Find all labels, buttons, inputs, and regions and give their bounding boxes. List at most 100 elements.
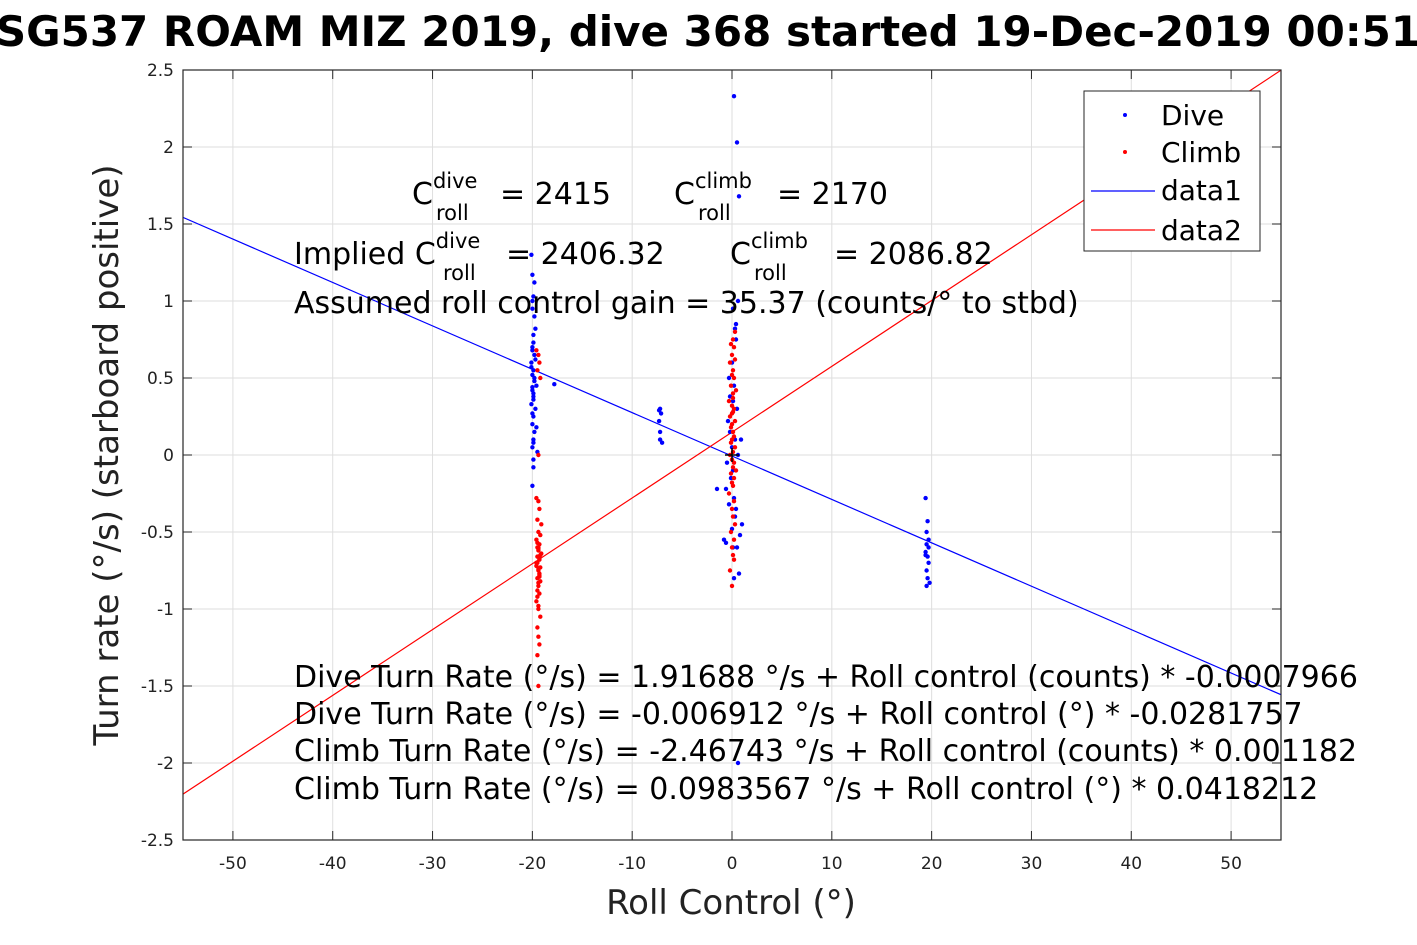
climb-c-sub: roll bbox=[698, 201, 731, 225]
x-tick-label: -50 bbox=[219, 854, 247, 874]
legend-label-dive: Dive bbox=[1161, 99, 1224, 132]
point-dive bbox=[529, 360, 534, 365]
point-climb bbox=[731, 460, 737, 465]
point-climb bbox=[534, 348, 539, 353]
y-tick-label: 2 bbox=[163, 138, 174, 158]
point-climb bbox=[535, 554, 540, 559]
point-dive bbox=[533, 357, 538, 362]
implied-climb-sup: climb bbox=[751, 229, 808, 253]
point-climb bbox=[732, 329, 738, 334]
point-climb bbox=[731, 345, 737, 350]
y-tick-label: 1.5 bbox=[147, 215, 174, 235]
point-dive bbox=[531, 397, 536, 402]
implied-dive-sub: roll bbox=[443, 261, 476, 285]
point-climb bbox=[732, 522, 738, 527]
point-climb bbox=[537, 574, 542, 579]
point-climb bbox=[535, 368, 540, 373]
point-climb bbox=[730, 552, 736, 558]
point-dive bbox=[721, 537, 727, 542]
point-climb bbox=[536, 606, 541, 612]
point-dive bbox=[657, 429, 663, 435]
point-dive bbox=[924, 583, 929, 589]
implied-prefix: Implied bbox=[294, 237, 415, 272]
point-dive bbox=[730, 398, 736, 404]
x-axis-label: Roll Control (°) bbox=[606, 883, 856, 923]
legend-label-data1: data1 bbox=[1161, 174, 1242, 207]
implied-dive-value: = 2406.32 bbox=[506, 237, 665, 272]
implied-climb-annotation: Cclimb roll = 2086.82 bbox=[730, 229, 993, 285]
fit-line-2: Dive Turn Rate (°/s) = -0.006912 °/s + R… bbox=[294, 697, 1303, 732]
point-climb bbox=[537, 360, 542, 365]
point-climb bbox=[733, 468, 739, 473]
point-climb bbox=[728, 529, 734, 535]
x-tick-label: 30 bbox=[1021, 854, 1043, 874]
dive-c-sup: dive bbox=[433, 169, 478, 193]
point-dive bbox=[656, 408, 662, 413]
x-tick-label: 50 bbox=[1220, 854, 1242, 874]
point-climb bbox=[538, 565, 543, 570]
point-dive bbox=[530, 422, 535, 427]
point-dive bbox=[659, 440, 665, 445]
point-climb bbox=[731, 499, 737, 504]
point-climb bbox=[731, 557, 737, 562]
legend: Dive Climb data1 data2 bbox=[1083, 90, 1261, 252]
fit-line-4: Climb Turn Rate (°/s) = 0.0983567 °/s + … bbox=[294, 772, 1318, 807]
point-dive bbox=[530, 445, 535, 450]
point-dive bbox=[529, 402, 534, 407]
point-dive bbox=[923, 495, 928, 501]
point-climb bbox=[729, 506, 735, 512]
point-climb bbox=[536, 583, 541, 589]
point-climb bbox=[536, 603, 541, 609]
point-dive bbox=[731, 94, 737, 99]
point-climb bbox=[730, 465, 736, 470]
point-climb bbox=[536, 352, 541, 358]
point-dive bbox=[530, 348, 535, 353]
data-points bbox=[529, 94, 932, 766]
point-dive bbox=[532, 280, 537, 285]
point-dive bbox=[736, 194, 742, 199]
point-climb bbox=[536, 683, 541, 689]
point-dive bbox=[723, 486, 729, 492]
point-climb bbox=[730, 391, 736, 396]
fit-line-1: Dive Turn Rate (°/s) = 1.91688 °/s + Rol… bbox=[294, 660, 1358, 695]
point-climb bbox=[732, 418, 738, 424]
point-dive bbox=[531, 457, 536, 462]
implied-climb-value: = 2086.82 bbox=[834, 237, 993, 272]
origin-cross bbox=[725, 448, 739, 462]
point-dive bbox=[925, 519, 930, 524]
point-climb bbox=[535, 594, 540, 599]
y-tick-label: -2 bbox=[157, 754, 174, 774]
point-climb bbox=[733, 388, 739, 393]
point-climb bbox=[536, 452, 541, 458]
y-axis-label: Turn rate (°/s) (starboard positive) bbox=[87, 164, 127, 746]
point-dive bbox=[733, 506, 739, 512]
point-dive bbox=[926, 537, 931, 542]
point-dive bbox=[725, 418, 731, 424]
x-tick-label: -10 bbox=[618, 854, 646, 874]
x-tick-label: 10 bbox=[821, 854, 843, 874]
point-climb bbox=[731, 375, 737, 381]
point-dive bbox=[534, 425, 539, 430]
point-climb bbox=[728, 341, 734, 347]
x-tick-label: 20 bbox=[921, 854, 943, 874]
point-climb bbox=[535, 540, 540, 545]
implied-climb-sub: roll bbox=[754, 261, 787, 285]
y-tick-label: 2.5 bbox=[147, 61, 174, 81]
point-climb bbox=[729, 583, 735, 589]
point-climb bbox=[728, 440, 734, 445]
legend-label-climb: Climb bbox=[1161, 136, 1241, 169]
point-dive bbox=[730, 306, 736, 311]
chart-title: SG537 ROAM MIZ 2019, dive 368 started 19… bbox=[0, 7, 1417, 56]
point-climb bbox=[535, 625, 540, 630]
point-dive bbox=[738, 437, 744, 442]
point-climb bbox=[732, 445, 738, 450]
y-tick-label: 0.5 bbox=[147, 369, 174, 389]
climb-c-sup: climb bbox=[695, 169, 752, 193]
point-climb bbox=[727, 360, 733, 365]
point-dive bbox=[731, 576, 737, 581]
point-climb bbox=[539, 551, 544, 556]
legend-marker-dive bbox=[1123, 113, 1127, 117]
point-dive bbox=[734, 140, 740, 145]
point-climb bbox=[726, 398, 732, 404]
